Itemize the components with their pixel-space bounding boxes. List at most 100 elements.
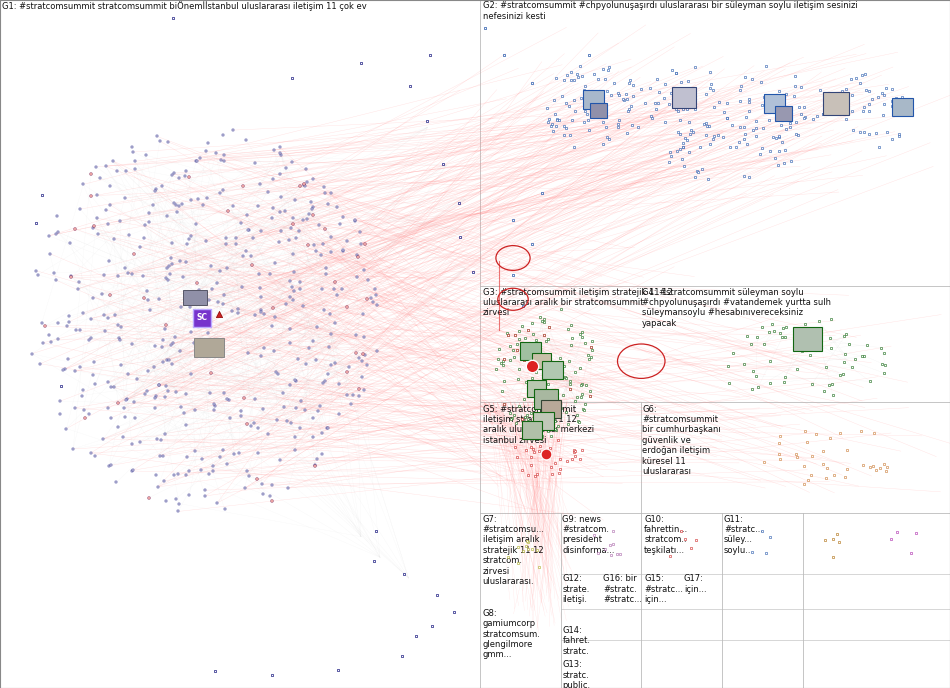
Point: [308, 460, 323, 471]
Point: [495, 359, 510, 370]
Point: [517, 348, 532, 359]
Point: [190, 155, 205, 166]
Point: [826, 551, 841, 562]
Point: [759, 61, 774, 72]
Point: [626, 91, 641, 102]
Point: [429, 589, 445, 600]
Point: [132, 437, 147, 448]
Point: [137, 293, 152, 304]
Point: [105, 155, 121, 166]
Point: [61, 354, 76, 365]
Point: [453, 232, 468, 243]
Point: [732, 80, 748, 92]
Point: [137, 389, 152, 400]
Point: [488, 363, 504, 374]
Point: [877, 89, 892, 100]
Point: [293, 276, 308, 287]
Point: [560, 455, 575, 466]
Point: [166, 197, 181, 208]
Point: [571, 72, 586, 83]
Point: [158, 391, 173, 402]
Point: [840, 94, 855, 105]
Point: [664, 65, 679, 76]
Point: [706, 130, 721, 141]
Point: [99, 204, 114, 215]
Point: [720, 98, 735, 109]
Point: [771, 437, 787, 448]
Point: [700, 121, 715, 132]
Point: [162, 269, 178, 280]
Point: [856, 101, 871, 112]
Point: [269, 414, 284, 425]
Point: [796, 460, 811, 471]
Point: [783, 118, 798, 129]
Point: [193, 464, 208, 475]
Point: [305, 432, 320, 443]
Point: [157, 428, 172, 439]
Point: [525, 329, 541, 340]
Point: [804, 469, 819, 480]
Point: [32, 358, 48, 369]
Point: [321, 369, 336, 380]
Point: [884, 95, 900, 106]
Point: [536, 330, 551, 341]
Point: [600, 64, 616, 75]
Point: [177, 170, 192, 181]
Point: [201, 469, 217, 480]
Point: [125, 147, 141, 158]
Point: [515, 345, 530, 356]
Point: [283, 223, 298, 234]
Point: [846, 125, 861, 136]
Point: [318, 269, 333, 280]
Point: [564, 454, 580, 465]
Point: [794, 345, 809, 356]
Point: [339, 236, 354, 247]
Point: [766, 131, 781, 142]
Point: [572, 61, 587, 72]
Point: [124, 268, 140, 279]
Point: [845, 90, 860, 101]
Point: [172, 498, 187, 509]
Point: [573, 380, 588, 391]
Point: [763, 355, 778, 366]
Point: [254, 291, 269, 302]
Point: [527, 471, 542, 482]
Point: [754, 321, 770, 332]
Point: [138, 219, 153, 230]
Point: [528, 366, 543, 377]
Point: [229, 232, 244, 243]
Point: [198, 491, 213, 502]
Point: [698, 118, 713, 129]
Point: [573, 453, 588, 464]
Point: [598, 121, 614, 132]
Point: [806, 114, 821, 125]
Point: [556, 389, 571, 400]
Point: [742, 93, 757, 104]
Point: [531, 445, 546, 456]
Point: [41, 230, 56, 241]
Point: [291, 226, 306, 237]
Point: [521, 544, 536, 555]
Point: [139, 386, 154, 397]
Point: [253, 307, 268, 318]
Point: [189, 155, 204, 166]
Point: [239, 210, 255, 221]
Point: [732, 122, 747, 133]
Point: [319, 422, 334, 433]
Point: [253, 178, 268, 189]
Point: [610, 88, 625, 99]
Point: [578, 338, 593, 349]
Point: [248, 310, 263, 321]
Point: [554, 91, 569, 102]
Point: [543, 411, 559, 422]
Point: [506, 410, 522, 421]
Point: [239, 465, 255, 476]
Point: [796, 113, 811, 124]
Point: [657, 78, 673, 89]
Text: G12:
strate.
iletişi.: G12: strate. iletişi.: [562, 574, 590, 604]
Point: [750, 381, 766, 392]
Point: [768, 152, 783, 163]
Point: [164, 169, 180, 180]
Point: [506, 351, 522, 362]
Point: [116, 432, 131, 443]
